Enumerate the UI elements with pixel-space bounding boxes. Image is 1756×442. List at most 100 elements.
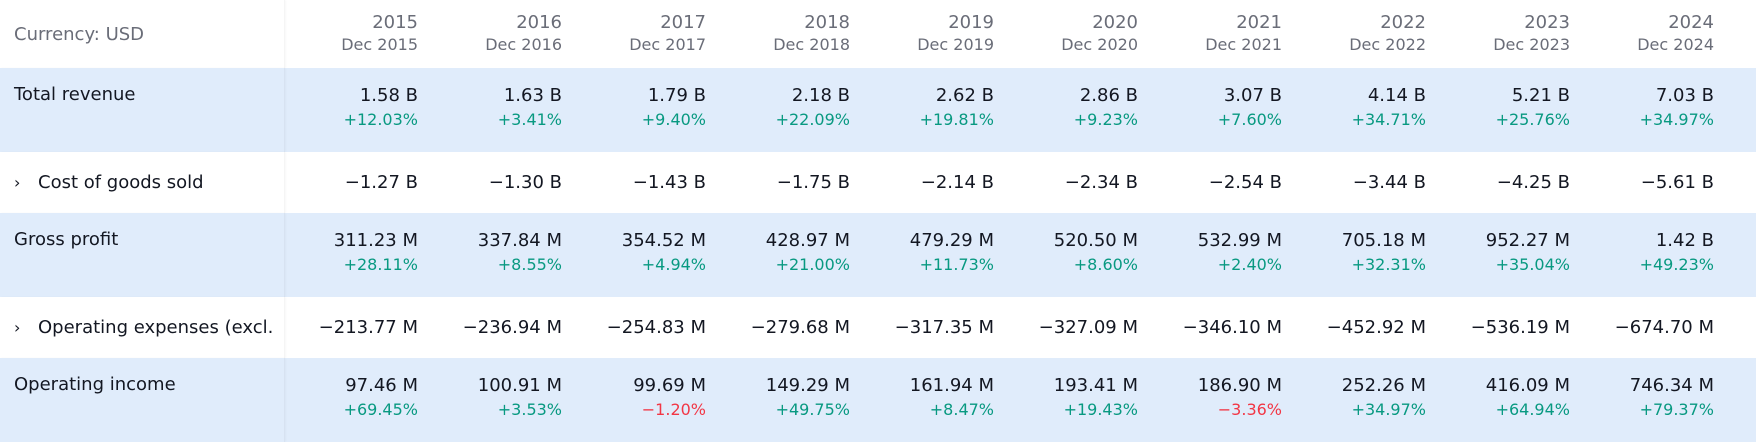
period-date: Dec 2020: [1061, 35, 1138, 54]
value: −1.30 B: [488, 171, 562, 193]
value: 100.91 M: [477, 375, 562, 396]
period-header: 2023 Dec 2023: [1437, 0, 1581, 68]
period-date: Dec 2023: [1493, 35, 1570, 54]
value-cell: 100.91 M +3.53%: [429, 358, 573, 442]
value-cell: 1.58 B +12.03%: [285, 68, 429, 152]
value-cell: 1.63 B +3.41%: [429, 68, 573, 152]
value-cell: 311.23 M +28.11%: [285, 213, 429, 297]
yoy-change: +49.75%: [775, 400, 850, 419]
value-cell: 2.62 B +19.81%: [861, 68, 1005, 152]
value: 2.86 B: [1079, 85, 1138, 106]
table-row-cost-of-goods-sold[interactable]: › Cost of goods sold −1.27 B −1.30 B −1.43 B…: [0, 152, 1756, 213]
value-cell: 97.46 M +69.45%: [285, 358, 429, 442]
period-header: 2024 Dec 2024: [1581, 0, 1725, 68]
period-header: 2019 Dec 2019: [861, 0, 1005, 68]
value-cell: −1.75 B: [717, 152, 861, 213]
value-cell: −5.61 B: [1581, 152, 1725, 213]
table-row-operating-expenses-excl[interactable]: › Operating expenses (excl. −213.77 M −236.…: [0, 297, 1756, 358]
value: −327.09 M: [1038, 316, 1138, 338]
yoy-change: +2.40%: [1217, 255, 1282, 274]
value-cell: 186.90 M −3.36%: [1149, 358, 1293, 442]
period-year: 2017: [660, 12, 706, 33]
value-cell: −2.14 B: [861, 152, 1005, 213]
value-cell: 354.52 M +4.94%: [573, 213, 717, 297]
table-row-gross-profit: Gross profit 311.23 M +28.11% 337.84 M +8.55…: [0, 213, 1756, 297]
value: −254.83 M: [606, 316, 706, 338]
period-date: Dec 2022: [1349, 35, 1426, 54]
value-cell: −213.77 M: [285, 297, 429, 358]
yoy-change: −3.36%: [1217, 400, 1282, 419]
value-cell: 479.29 M +11.73%: [861, 213, 1005, 297]
yoy-change: +25.76%: [1495, 110, 1570, 129]
value: −3.44 B: [1352, 171, 1426, 193]
value-cell: 4.14 B +34.71%: [1293, 68, 1437, 152]
value-cell: 193.41 M +19.43%: [1005, 358, 1149, 442]
value-cell: 7.03 B +34.97%: [1581, 68, 1725, 152]
row-label: Operating expenses (excl.: [38, 317, 274, 338]
yoy-change: +32.31%: [1351, 255, 1426, 274]
period-date: Dec 2017: [629, 35, 706, 54]
yoy-change: +12.03%: [343, 110, 418, 129]
period-year: 2022: [1380, 12, 1426, 33]
value: 479.29 M: [909, 230, 994, 251]
value-cell: −2.34 B: [1005, 152, 1149, 213]
value: 532.99 M: [1197, 230, 1282, 251]
value: −213.77 M: [318, 316, 418, 338]
value-cell: 2.18 B +22.09%: [717, 68, 861, 152]
value: 705.18 M: [1341, 230, 1426, 251]
period-year: 2020: [1092, 12, 1138, 33]
period-year: 2015: [372, 12, 418, 33]
value: 354.52 M: [621, 230, 706, 251]
value: 2.18 B: [791, 85, 850, 106]
value-cell: −1.27 B: [285, 152, 429, 213]
value: −2.14 B: [920, 171, 994, 193]
value-cell: 5.21 B +25.76%: [1437, 68, 1581, 152]
yoy-change: +34.97%: [1639, 110, 1714, 129]
value: −1.43 B: [632, 171, 706, 193]
value: −317.35 M: [894, 316, 994, 338]
yoy-change: +28.11%: [343, 255, 418, 274]
value-cell: 149.29 M +49.75%: [717, 358, 861, 442]
value: −2.34 B: [1064, 171, 1138, 193]
period-year: 2023: [1524, 12, 1570, 33]
value-cell: 3.07 B +7.60%: [1149, 68, 1293, 152]
yoy-change: +8.47%: [929, 400, 994, 419]
chevron-right-icon[interactable]: ›: [14, 318, 21, 337]
value: 252.26 M: [1341, 375, 1426, 396]
value: −346.10 M: [1182, 316, 1282, 338]
value: 186.90 M: [1197, 375, 1282, 396]
value-cell: −536.19 M: [1437, 297, 1581, 358]
value: 7.03 B: [1655, 85, 1714, 106]
chevron-right-icon[interactable]: ›: [14, 173, 21, 192]
row-label-cell[interactable]: › Operating expenses (excl.: [0, 297, 285, 358]
value: −674.70 M: [1614, 316, 1714, 338]
value-cell: 161.94 M +8.47%: [861, 358, 1005, 442]
yoy-change: +3.41%: [497, 110, 562, 129]
value-cell: 416.09 M +64.94%: [1437, 358, 1581, 442]
row-label-cell: Total revenue: [0, 68, 285, 152]
value: 952.27 M: [1485, 230, 1570, 251]
period-header: 2015 Dec 2015: [285, 0, 429, 68]
period-year: 2016: [516, 12, 562, 33]
currency-label: Currency: USD: [0, 0, 285, 68]
row-values: 1.58 B +12.03% 1.63 B +3.41% 1.79 B +9.40% 2.1…: [285, 68, 1725, 152]
period-header: 2022 Dec 2022: [1293, 0, 1437, 68]
value: 1.63 B: [503, 85, 562, 106]
period-date: Dec 2024: [1637, 35, 1714, 54]
value-cell: 952.27 M +35.04%: [1437, 213, 1581, 297]
yoy-change: +69.45%: [343, 400, 418, 419]
value: 337.84 M: [477, 230, 562, 251]
yoy-change: +7.60%: [1217, 110, 1282, 129]
value-cell: 2.86 B +9.23%: [1005, 68, 1149, 152]
value-cell: 520.50 M +8.60%: [1005, 213, 1149, 297]
value: 5.21 B: [1511, 85, 1570, 106]
value: 4.14 B: [1367, 85, 1426, 106]
value-cell: 1.42 B +49.23%: [1581, 213, 1725, 297]
row-label-cell[interactable]: › Cost of goods sold: [0, 152, 285, 213]
value: 1.79 B: [647, 85, 706, 106]
value: 2.62 B: [935, 85, 994, 106]
row-label: Operating income: [14, 374, 176, 395]
value-cell: −279.68 M: [717, 297, 861, 358]
row-label: Total revenue: [14, 84, 136, 105]
